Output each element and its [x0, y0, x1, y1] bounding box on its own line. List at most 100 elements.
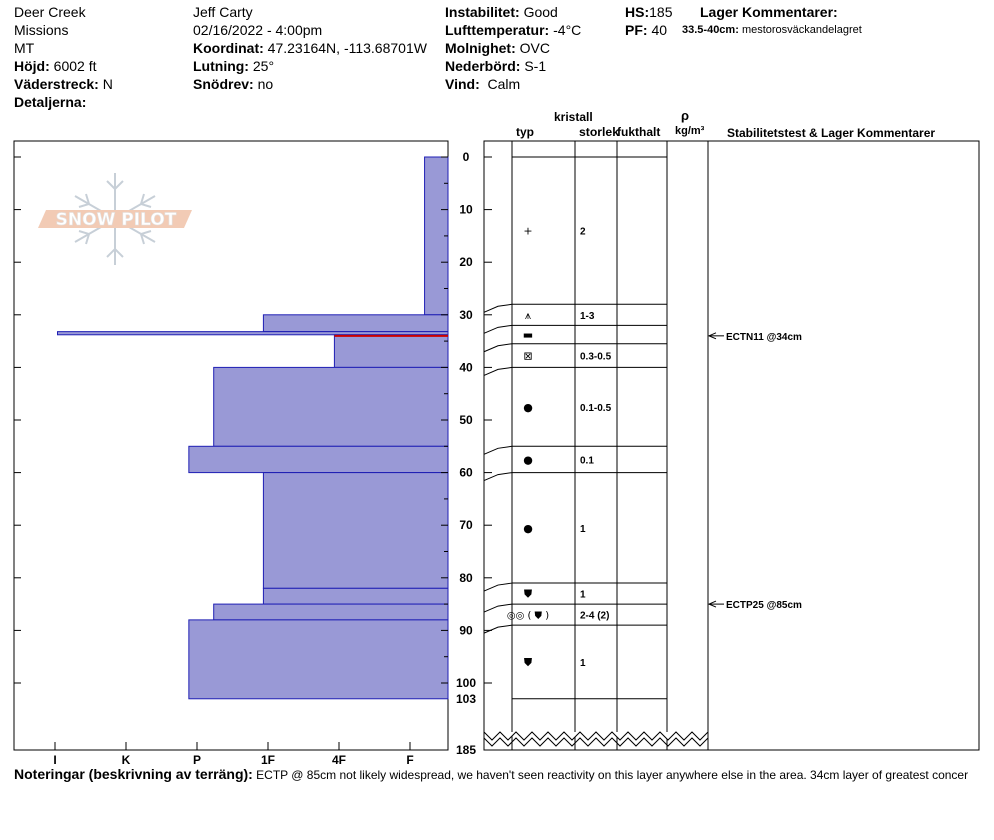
snowpilot-logo: SNOW PILOT	[38, 173, 192, 265]
snow-profile-chart: SNOW PILOT 0102030405060708090100103185 …	[13, 108, 980, 765]
crystal-connector-7	[483, 582, 513, 592]
crystal-symbol-0: +	[523, 225, 532, 238]
depth-label-0: 0	[463, 150, 470, 164]
crystal-size-1: 1-3	[580, 311, 595, 322]
crystal-symbol-8: ◎◎ ( ⛊ )	[507, 611, 549, 622]
crystal-size-0: 2	[580, 227, 586, 238]
stability-tests: ECTN11 @34cm ECTP25 @85cm	[707, 332, 802, 611]
depth-break-marker	[483, 731, 709, 741]
crystal-symbol-7: ⛊	[524, 588, 533, 601]
depth-label-103: 103	[456, 692, 476, 706]
hardness-bars	[57, 156, 449, 700]
hardness-bar-2	[57, 331, 449, 336]
slope-angle: Lutning: 25°	[193, 58, 275, 74]
precipitation: Nederbörd: S-1	[445, 58, 547, 74]
sky-cover: Molnighet: OVC	[445, 40, 550, 56]
wind-loading: Snödrev: no	[193, 76, 274, 92]
hardness-bar-8	[213, 603, 449, 621]
hardness-bar-9	[188, 619, 449, 700]
crystal-symbol-3: ⊠	[523, 350, 532, 363]
hardness-label-4: 4F	[332, 753, 346, 765]
stability-arrowhead-1	[707, 600, 717, 608]
stability-label-1: ECTP25 @85cm	[726, 600, 802, 611]
crystal-connector-6	[483, 472, 513, 482]
notes-text: ECTP @ 85cm not likely widespread, we ha…	[256, 768, 969, 782]
obs-datetime: 02/16/2022 - 4:00pm	[193, 22, 323, 38]
depth-label-60: 60	[459, 466, 473, 480]
watermark-text: SNOW PILOT	[56, 210, 177, 230]
crystal-size-8: 2-4 (2)	[580, 611, 609, 622]
col-fukthalt: fukthalt	[617, 125, 660, 139]
stability-column-frame	[707, 140, 980, 751]
crystal-symbol-5: ●	[523, 453, 533, 466]
hardness-axis: I K P 1F 4F F	[53, 742, 414, 765]
aspect: Väderstreck: N	[14, 76, 113, 92]
crystal-size-4: 0.1-0.5	[580, 403, 612, 414]
crystal-size-7: 1	[580, 590, 586, 601]
stability-label-0: ECTN11 @34cm	[726, 332, 802, 343]
col-storlek: storlek	[579, 125, 619, 139]
crystal-table-frame	[483, 140, 709, 751]
crystal-symbol-4: ●	[523, 401, 533, 414]
col-density-unit: kg/m³	[675, 125, 705, 137]
notes-label: Noteringar (beskrivning av terräng):	[14, 766, 253, 782]
foot-penetration: PF: 40	[625, 22, 668, 38]
depth-label-50: 50	[459, 413, 473, 427]
depth-label-185: 185	[456, 743, 476, 757]
crystal-layers: +2 ⩚ 1-3 ▬ ⊠ 0.3-0.5 ● 0.1-0.5 ● 0.1 ● 1 ⛊ 1 ◎◎ ( ⛊ ) 2…	[483, 156, 667, 700]
layer-comments-title: Lager Kommentarer:	[700, 4, 838, 20]
hardness-bar-5	[188, 445, 449, 474]
crystal-symbol-6: ●	[523, 522, 533, 535]
crystal-connector-9	[483, 624, 513, 634]
hardness-bar-7	[262, 587, 449, 605]
hardness-bar-3	[333, 334, 449, 368]
col-kristall: kristall	[554, 110, 593, 124]
hardness-bar-4	[213, 366, 449, 447]
crystal-connector-5	[483, 445, 513, 455]
notes: Noteringar (beskrivning av terräng): ECT…	[14, 766, 994, 782]
crystal-size-6: 1	[580, 524, 586, 535]
crystal-connector-2	[483, 324, 513, 334]
air-temperature: Lufttemperatur: -4°C	[445, 22, 582, 38]
hardness-label-1: K	[122, 753, 131, 765]
state-name: MT	[14, 40, 35, 56]
crystal-symbol-1: ⩚	[525, 309, 531, 322]
details: Detaljerna:	[14, 94, 87, 110]
layer-comment-text: mestorosväckandelagret	[741, 24, 862, 36]
crystal-connector-3	[483, 343, 513, 353]
hardness-label-0: I	[53, 753, 56, 765]
depth-label-40: 40	[459, 360, 473, 374]
hardness-label-5: F	[406, 753, 413, 765]
depth-label-70: 70	[459, 518, 473, 532]
hardness-label-3: 1F	[261, 753, 275, 765]
stability-arrowhead-0	[707, 332, 717, 340]
hardness-label-2: P	[193, 753, 201, 765]
coordinates: Koordinat: 47.23164N, -113.68701W	[193, 40, 427, 56]
hardness-bar-1	[262, 314, 449, 333]
layer-comment-range: 33.5-40cm:	[682, 24, 739, 36]
header-col2: Jeff Carty 02/16/2022 - 4:00pm Koordinat…	[193, 3, 427, 93]
depth-label-20: 20	[459, 255, 473, 269]
header-col4: HS:185 PF: 40	[625, 3, 672, 39]
col-typ: typ	[516, 125, 534, 139]
crystal-connector-1	[483, 303, 513, 313]
crystal-size-9: 1	[580, 658, 586, 669]
header-col1: Deer Creek Missions MT Höjd: 6002 ft Väd…	[14, 3, 113, 111]
crystal-size-5: 0.1	[580, 455, 594, 466]
depth-label-80: 80	[459, 571, 473, 585]
crystal-connector-4	[483, 366, 513, 376]
snow-height: HS:185	[625, 4, 673, 20]
depth-label-100: 100	[456, 676, 476, 690]
layer-comments: Lager Kommentarer: 33.5-40cm: mestorosvä…	[682, 3, 880, 39]
crystal-size-3: 0.3-0.5	[580, 352, 612, 363]
col-stability: Stabilitetstest & Lager Kommentarer	[727, 126, 935, 140]
depth-label-90: 90	[459, 623, 473, 637]
crystal-connector-8	[483, 603, 513, 613]
crystal-symbol-2: ▬	[523, 329, 533, 342]
crystal-symbol-9: ⛊	[524, 656, 533, 669]
wind: Vind: Calm	[445, 76, 521, 92]
header-col3: Instabilitet: Good Lufttemperatur: -4°C …	[445, 3, 581, 93]
depth-label-30: 30	[459, 308, 473, 322]
stability: Instabilitet: Good	[445, 4, 558, 20]
range-name: Missions	[14, 22, 69, 38]
